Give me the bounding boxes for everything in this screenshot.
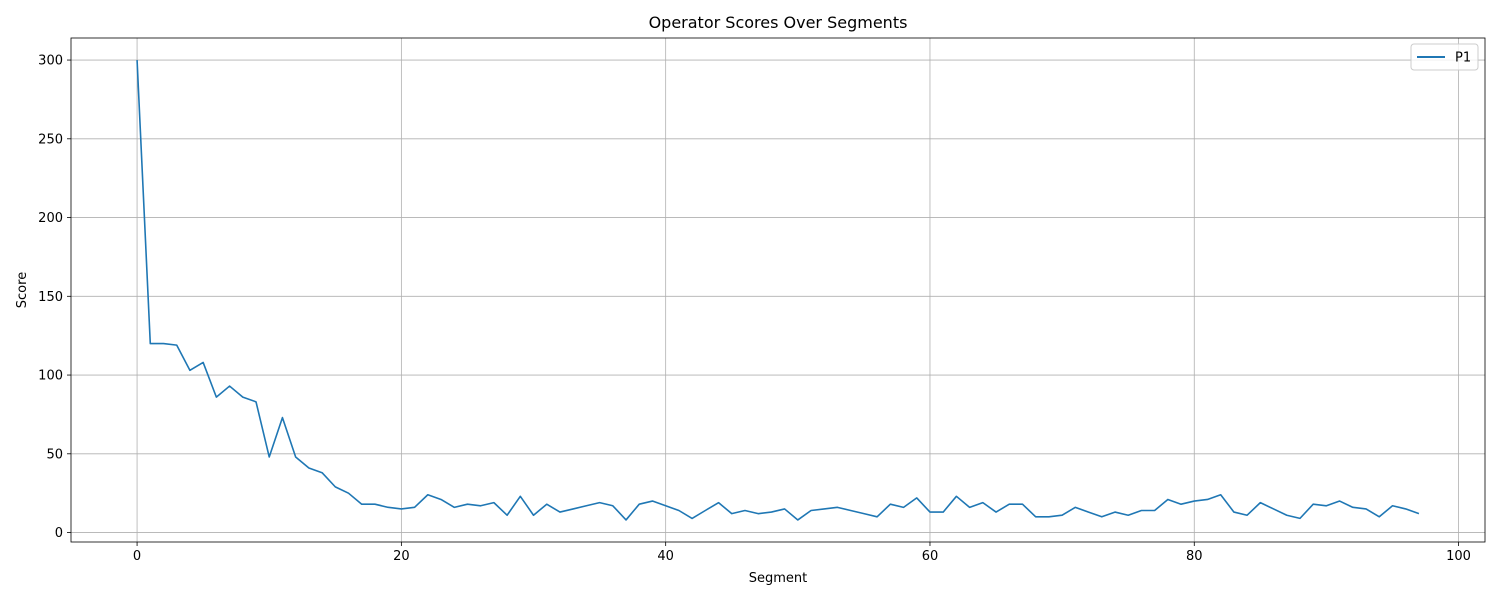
plot-series: [136, 60, 1420, 521]
y-tick-label: 0: [55, 526, 63, 541]
y-tick-label: 50: [46, 447, 63, 462]
chart-title: Operator Scores Over Segments: [649, 13, 908, 32]
y-tick-label: 150: [38, 290, 63, 305]
series-line-p1: [136, 60, 1420, 521]
x-tick-label: 40: [657, 549, 674, 564]
x-tick-label: 20: [393, 549, 410, 564]
x-tick-label: 80: [1186, 549, 1203, 564]
y-axis-ticks: 0 50 100 150 200 250 300: [38, 54, 71, 541]
legend: P1: [1410, 43, 1479, 71]
x-tick-label: 0: [133, 549, 141, 564]
plot-frame: [70, 37, 1486, 543]
x-axis-label: Segment: [749, 571, 808, 586]
x-tick-label: 60: [922, 549, 939, 564]
y-axis-label: Score: [15, 272, 30, 308]
y-tick-label: 100: [38, 369, 63, 384]
legend-label-p1: P1: [1455, 51, 1471, 66]
y-tick-label: 200: [38, 211, 63, 226]
x-axis-ticks: 0 20 40 60 80 100: [133, 542, 1471, 564]
x-tick-label: 100: [1446, 549, 1471, 564]
y-tick-label: 250: [38, 132, 63, 147]
grid-lines: [71, 38, 1485, 542]
y-tick-label: 300: [38, 54, 63, 69]
